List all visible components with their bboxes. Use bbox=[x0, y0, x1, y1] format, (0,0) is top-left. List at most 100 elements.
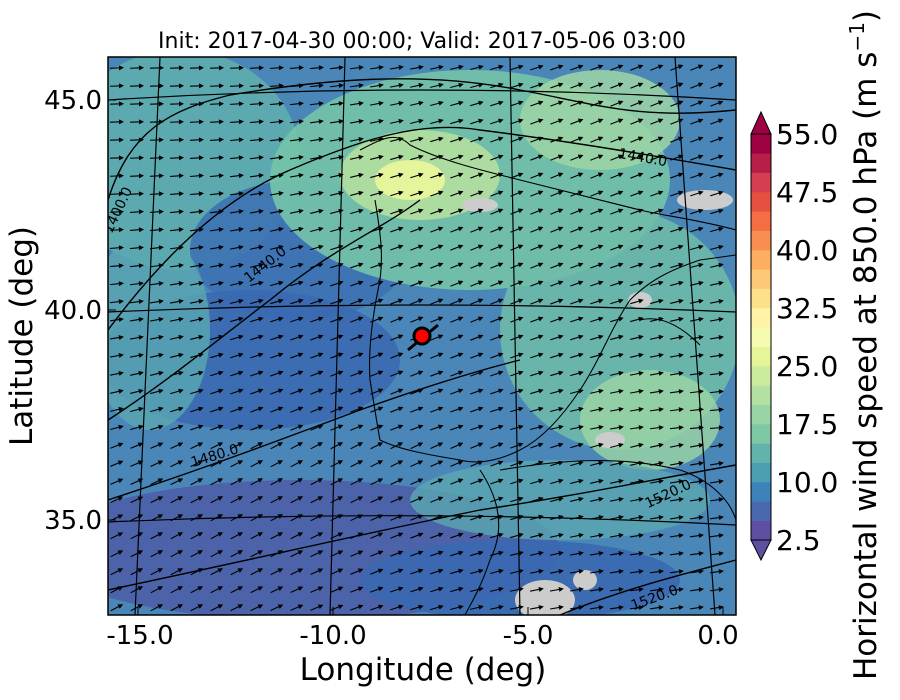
wind-arrow bbox=[129, 173, 144, 179]
wind-arrow bbox=[150, 604, 164, 612]
wind-arrow bbox=[149, 83, 164, 89]
wind-arrow bbox=[290, 604, 304, 611]
wind-arrow bbox=[350, 496, 364, 504]
wind-arrow bbox=[530, 532, 544, 538]
wind-arrow bbox=[389, 65, 404, 70]
wind-arrow bbox=[150, 424, 164, 431]
wind-arrow bbox=[110, 388, 124, 394]
wind-arrow bbox=[709, 587, 724, 593]
wind-arrow bbox=[150, 352, 164, 358]
wind-arrow bbox=[350, 118, 364, 124]
wind-arrow bbox=[710, 226, 724, 233]
wind-arrow bbox=[650, 298, 664, 305]
wind-arrow bbox=[670, 100, 684, 107]
wind-arrow bbox=[610, 316, 624, 323]
wind-arrow bbox=[149, 155, 164, 161]
wind-arrow bbox=[229, 155, 244, 161]
wind-arrow bbox=[410, 424, 424, 431]
wind-arrow bbox=[230, 352, 244, 359]
wind-arrow bbox=[630, 298, 644, 305]
wind-arrow bbox=[370, 388, 384, 395]
wind-arrow bbox=[650, 478, 664, 484]
wind-arrow bbox=[650, 100, 664, 107]
wind-arrow bbox=[570, 370, 584, 377]
wind-arrow bbox=[550, 136, 564, 143]
wind-arrow bbox=[329, 137, 344, 142]
wind-arrow bbox=[130, 388, 144, 394]
wind-arrow bbox=[610, 406, 624, 412]
wind-arrow bbox=[630, 100, 644, 107]
wind-arrow bbox=[450, 604, 464, 611]
wind-arrow bbox=[210, 388, 224, 395]
wind-arrow bbox=[390, 298, 404, 305]
wind-arrow bbox=[250, 370, 264, 377]
wind-arrow bbox=[209, 83, 224, 89]
wind-arrow bbox=[129, 245, 144, 251]
wind-arrow bbox=[470, 370, 484, 377]
wind-arrow bbox=[690, 118, 704, 125]
wind-arrow bbox=[390, 514, 404, 521]
meridian-line bbox=[134, 57, 161, 615]
wind-arrow bbox=[130, 406, 144, 413]
colorbar-label: Horizontal wind speed at 850.0 hPa (m s−… bbox=[845, 10, 884, 680]
wind-arrow bbox=[190, 388, 204, 395]
wind-arrow bbox=[270, 478, 284, 486]
wind-arrow bbox=[430, 262, 444, 269]
wind-arrow bbox=[590, 100, 604, 107]
wind-arrow bbox=[189, 137, 204, 143]
wind-arrow bbox=[690, 100, 704, 107]
wind-arrow bbox=[450, 370, 464, 377]
wind-arrow bbox=[269, 119, 284, 125]
wind-arrow bbox=[290, 316, 304, 323]
wind-arrow bbox=[269, 173, 284, 179]
wind-arrow bbox=[310, 172, 324, 178]
wind-arrow bbox=[710, 298, 724, 304]
wind-arrow bbox=[149, 209, 164, 215]
wind-arrow bbox=[209, 65, 224, 71]
wind-arrow bbox=[510, 172, 524, 179]
wind-arrow bbox=[350, 190, 364, 197]
wind-arrow bbox=[610, 208, 624, 215]
wind-arrow bbox=[390, 424, 404, 431]
wind-arrow bbox=[630, 244, 644, 251]
wind-arrow bbox=[650, 118, 664, 125]
wind-arrow bbox=[289, 101, 304, 107]
wind-arrow bbox=[590, 496, 604, 502]
wind-arrow bbox=[190, 424, 204, 431]
wind-arrow bbox=[350, 460, 364, 468]
wind-arrow bbox=[270, 586, 284, 594]
y-tick-label: 35.0 bbox=[44, 506, 102, 536]
wind-arrow bbox=[370, 442, 384, 450]
wind-arrow bbox=[330, 298, 344, 305]
wind-arrow bbox=[290, 550, 304, 558]
wind-arrow bbox=[229, 173, 244, 179]
wind-arrow bbox=[430, 244, 444, 251]
wind-arrow bbox=[669, 389, 684, 395]
wind-arrow bbox=[710, 100, 724, 107]
wind-arrow bbox=[490, 478, 504, 485]
wind-arrow bbox=[430, 118, 444, 125]
wind-arrow bbox=[709, 407, 724, 413]
wind-arrow bbox=[450, 568, 464, 575]
wind-arrow bbox=[470, 460, 484, 467]
wind-arrow bbox=[150, 478, 164, 486]
wind-arrow bbox=[510, 244, 524, 251]
colorbar-band bbox=[751, 172, 771, 193]
wind-arrow bbox=[630, 316, 644, 323]
wind-arrow bbox=[490, 118, 504, 125]
wind-arrow bbox=[210, 334, 224, 341]
wind-arrow bbox=[450, 226, 464, 233]
x-axis-label: Longitude (deg) bbox=[300, 652, 547, 688]
wind-arrow bbox=[189, 83, 204, 89]
wind-arrow bbox=[710, 172, 724, 179]
wind-arrow bbox=[549, 605, 564, 610]
wind-arrow bbox=[109, 353, 124, 358]
wind-arrow bbox=[190, 514, 204, 522]
wind-arrow bbox=[330, 460, 344, 468]
wind-arrow bbox=[550, 190, 564, 197]
wind-arrow bbox=[709, 353, 724, 359]
wind-arrow bbox=[370, 118, 384, 124]
wind-arrow bbox=[550, 460, 564, 467]
wind-arrow bbox=[350, 334, 364, 341]
wind-arrow bbox=[430, 64, 444, 70]
